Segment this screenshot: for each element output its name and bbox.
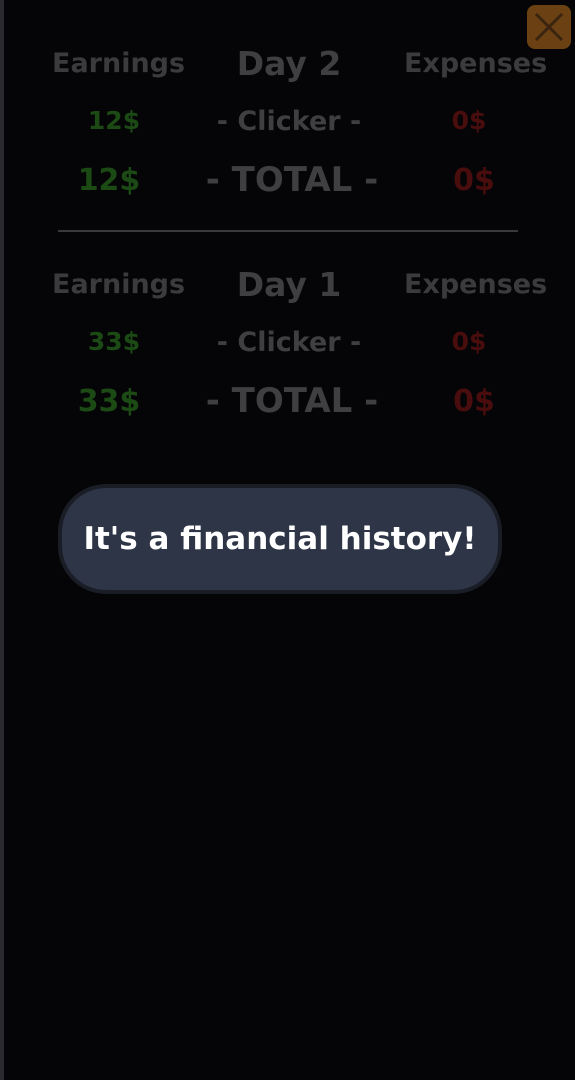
clicker-label: - Clicker -: [216, 327, 362, 358]
clicker-label: - Clicker -: [216, 106, 362, 137]
tooltip-text: It's a financial history!: [83, 521, 477, 557]
total-label: - TOTAL -: [205, 160, 379, 200]
tutorial-tooltip[interactable]: It's a financial history!: [58, 484, 502, 594]
day-summary: Earnings Day 1 Expenses 33$ - Clicker - …: [4, 221, 575, 421]
expenses-header: Expenses: [404, 269, 548, 300]
total-earnings: 33$: [77, 384, 141, 419]
total-expenses: 0$: [453, 163, 495, 198]
total-label: - TOTAL -: [205, 381, 379, 421]
close-icon: [534, 12, 564, 42]
day-summary: Earnings Day 2 Expenses 12$ - Clicker - …: [4, 0, 575, 200]
day-title: Day 1: [236, 265, 342, 304]
day-divider: [58, 230, 518, 232]
clicker-earnings: 12$: [87, 106, 141, 135]
total-earnings: 12$: [77, 163, 141, 198]
day-title: Day 2: [236, 44, 342, 83]
earnings-header: Earnings: [52, 269, 186, 300]
earnings-header: Earnings: [52, 48, 186, 79]
total-expenses: 0$: [453, 384, 495, 419]
clicker-expenses: 0$: [451, 106, 487, 135]
clicker-earnings: 33$: [87, 327, 141, 356]
clicker-expenses: 0$: [451, 327, 487, 356]
close-button[interactable]: [527, 5, 571, 49]
expenses-header: Expenses: [404, 48, 548, 79]
